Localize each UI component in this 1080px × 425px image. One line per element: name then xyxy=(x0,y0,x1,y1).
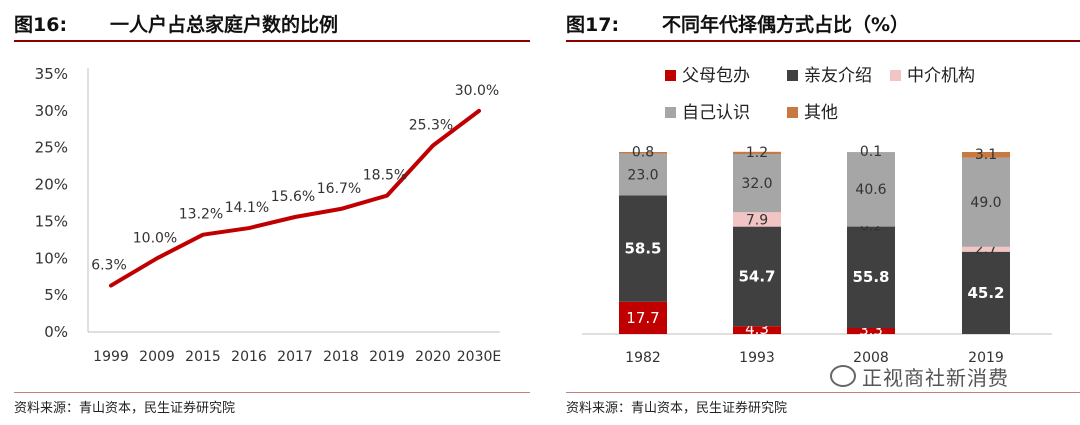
x-tick-label: 2018 xyxy=(323,349,359,365)
bar-segment xyxy=(962,157,1010,247)
data-point xyxy=(155,256,159,260)
figure-number: 图16: xyxy=(14,14,68,36)
data-label: 14.1% xyxy=(225,200,269,216)
data-label: 6.3% xyxy=(91,258,127,274)
bar-segment xyxy=(733,154,781,213)
y-tick-label: 20% xyxy=(35,176,68,194)
bar-segment xyxy=(619,153,667,196)
legend-swatch xyxy=(665,107,676,118)
legend-swatch xyxy=(787,107,798,118)
x-tick-label: 2015 xyxy=(185,349,221,365)
bar-segment xyxy=(962,251,1010,334)
legend-label: 中介机构 xyxy=(907,66,975,86)
x-tick-label: 1999 xyxy=(93,349,129,365)
segment-label: 17.7 xyxy=(626,309,659,327)
chart-title: 一人户占总家庭户数的比例 xyxy=(110,14,339,36)
segment-label: 49.0 xyxy=(970,195,1001,211)
segment-label: 32.0 xyxy=(741,176,772,192)
segment-label: 58.5 xyxy=(624,240,661,258)
data-point xyxy=(247,226,251,230)
watermark-text: 正视商社新消费 xyxy=(862,366,1009,390)
bar-chart-title-row: 图17: 不同年代择偶方式占比（%） xyxy=(566,10,1080,40)
data-label: 10.0% xyxy=(133,230,177,246)
title-rule xyxy=(566,40,1080,42)
y-tick-label: 25% xyxy=(35,139,68,157)
x-tick-label: 2019 xyxy=(968,350,1004,366)
watermark: 正视商社新消费 xyxy=(830,362,1009,391)
title-rule xyxy=(14,40,530,42)
bar-segment xyxy=(847,152,895,227)
source-rule xyxy=(14,392,530,393)
segment-label: 3.1 xyxy=(975,147,997,163)
bar-segment xyxy=(847,226,895,328)
stacked-bar-panel: 图17: 不同年代择偶方式占比（%） 父母包办 亲友介绍 中介机构自己认识 其他 17.… xyxy=(552,0,1080,425)
legend-swatch xyxy=(665,70,676,81)
source-note: 资料来源：青山资本，民生证券研究院 xyxy=(566,401,788,416)
line-chart: 0% 5% 10% 15% 20% 25% 30% 35% 1999 2009 2015 2016 20… xyxy=(35,65,502,365)
data-label: 15.6% xyxy=(271,189,315,205)
data-point xyxy=(385,194,389,198)
bar-segment xyxy=(619,301,667,334)
bar-segment xyxy=(733,151,781,155)
bar-segment xyxy=(847,327,895,334)
y-tick-label: 5% xyxy=(44,286,68,304)
data-label: 13.2% xyxy=(179,207,223,223)
x-tick-label: 2030E xyxy=(457,349,501,365)
y-tick-label: 35% xyxy=(35,65,68,83)
x-tick-label: 1982 xyxy=(625,350,661,366)
source-rule xyxy=(566,392,1080,393)
x-tick-label: 1993 xyxy=(739,350,775,366)
bar-segment xyxy=(962,246,1010,252)
segment-label: 7.9 xyxy=(746,212,768,228)
data-point xyxy=(339,207,343,211)
x-tick-label: 2009 xyxy=(139,349,175,365)
data-point xyxy=(293,215,297,219)
bar-segment xyxy=(619,152,667,154)
source-note: 资料来源：青山资本，民生证券研究院 xyxy=(14,401,236,416)
segment-label: 1.2 xyxy=(746,145,768,161)
data-point xyxy=(201,233,205,237)
legend-label: 父母包办 xyxy=(682,66,750,86)
bar-segment xyxy=(733,226,781,327)
segment-label: 55.8 xyxy=(852,268,889,286)
figure-number: 图17: xyxy=(566,14,620,36)
x-tick-label: 2019 xyxy=(369,349,405,365)
y-tick-label: 0% xyxy=(44,323,68,341)
legend-swatch xyxy=(890,70,901,81)
y-tick-label: 10% xyxy=(35,249,68,267)
data-label: 30.0% xyxy=(455,83,499,99)
segment-label: 23.0 xyxy=(627,167,658,183)
x-tick-label: 2020 xyxy=(415,349,451,365)
data-point xyxy=(109,284,113,288)
bar-segment xyxy=(733,326,781,334)
x-tick-label: 2008 xyxy=(853,350,889,366)
y-tick-label: 30% xyxy=(35,102,68,120)
data-point xyxy=(477,109,481,113)
x-tick-label: 2017 xyxy=(277,349,313,365)
x-tick-label: 2016 xyxy=(231,349,267,365)
segment-label: 45.2 xyxy=(967,284,1004,302)
data-label: 18.5% xyxy=(363,168,407,184)
legend-label: 其他 xyxy=(804,103,838,123)
wechat-icon xyxy=(830,365,856,387)
segment-label: 54.7 xyxy=(738,267,775,285)
line-chart-title-row: 图16: 一人户占总家庭户数的比例 xyxy=(14,10,530,40)
segment-label: 40.6 xyxy=(855,182,886,198)
bar-segment xyxy=(733,212,781,227)
y-tick-label: 15% xyxy=(35,212,68,230)
legend-label: 自己认识 xyxy=(682,103,750,123)
bar-segment xyxy=(962,152,1010,158)
segment-label: 0.8 xyxy=(632,145,654,161)
bar-segment xyxy=(619,195,667,302)
data-label: 16.7% xyxy=(317,181,361,197)
chart-title: 不同年代择偶方式占比（%） xyxy=(662,14,910,36)
legend-label: 亲友介绍 xyxy=(804,66,872,86)
legend-swatch xyxy=(787,70,798,81)
data-label: 25.3% xyxy=(409,118,453,134)
data-point xyxy=(431,144,435,148)
segment-label: 0.1 xyxy=(860,144,882,160)
line-chart-panel: 图16: 一人户占总家庭户数的比例 0% 5% 10% 15% 20% 25% 30% 35%… xyxy=(0,0,530,425)
